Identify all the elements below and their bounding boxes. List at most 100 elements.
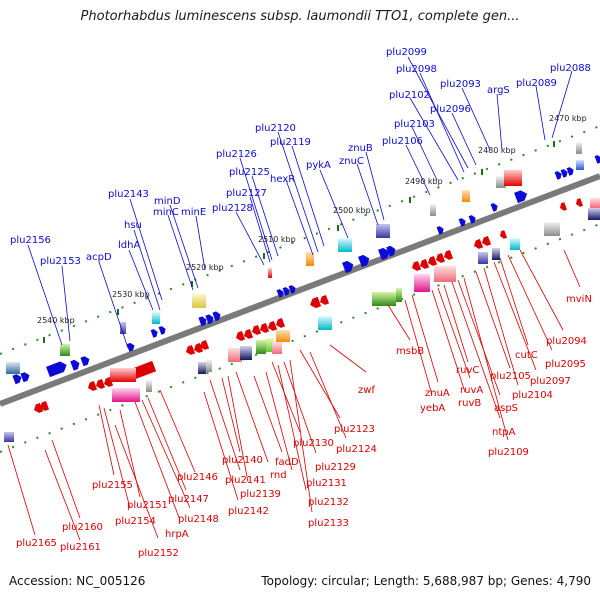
gene-label[interactable]: plu2106 — [382, 136, 431, 196]
forward-gene-arrow[interactable] — [212, 310, 222, 322]
feature-block[interactable] — [266, 338, 274, 352]
feature-block[interactable] — [228, 348, 242, 362]
gene-label[interactable]: yebA — [404, 299, 445, 414]
feature-block[interactable] — [120, 322, 126, 334]
forward-gene-arrow[interactable] — [46, 360, 69, 378]
gene-label[interactable]: plu2128 — [212, 203, 265, 266]
forward-gene-arrow[interactable] — [158, 325, 167, 335]
gene-label[interactable]: plu2088 — [550, 63, 591, 139]
gene-label[interactable]: plu2141 — [209, 379, 266, 486]
feature-block[interactable] — [414, 274, 430, 292]
forward-gene-arrow[interactable] — [70, 358, 81, 371]
feature-block[interactable] — [6, 362, 20, 374]
gene-label[interactable]: hrpA — [134, 401, 189, 540]
reverse-gene-arrow[interactable] — [472, 238, 484, 250]
forward-gene-arrow[interactable] — [342, 259, 355, 274]
forward-gene-arrow[interactable] — [282, 286, 291, 296]
reverse-gene-arrow[interactable] — [434, 252, 446, 264]
gene-label[interactable]: rnd — [235, 371, 287, 481]
feature-block[interactable] — [576, 160, 584, 170]
gene-label[interactable]: plu2098 — [396, 64, 465, 173]
gene-label[interactable]: plu2131 — [265, 371, 347, 489]
gene-label[interactable]: plu2148 — [141, 399, 219, 525]
gene-label[interactable]: plu2099 — [386, 47, 469, 169]
reverse-gene-arrow[interactable] — [258, 322, 270, 334]
gene-label[interactable]: plu2130 — [271, 361, 334, 449]
feature-block[interactable] — [504, 170, 522, 186]
forward-gene-arrow[interactable] — [205, 313, 215, 325]
gene-label[interactable]: ruvB — [431, 289, 481, 409]
forward-gene-arrow[interactable] — [276, 288, 285, 298]
gene-label[interactable]: aspS — [457, 279, 518, 414]
feature-block[interactable] — [146, 380, 152, 392]
forward-gene-arrow[interactable] — [386, 244, 397, 257]
gene-label[interactable]: pykA — [306, 160, 349, 239]
feature-block[interactable] — [192, 294, 206, 308]
reverse-gene-arrow[interactable] — [266, 320, 278, 332]
feature-block[interactable] — [338, 238, 352, 252]
forward-gene-arrow[interactable] — [126, 342, 136, 352]
gene-label[interactable]: plu2132 — [277, 364, 349, 508]
feature-block[interactable] — [306, 252, 314, 266]
reverse-gene-arrow[interactable] — [575, 198, 584, 208]
feature-block[interactable] — [268, 268, 272, 278]
gene-label[interactable]: hsu — [124, 220, 161, 311]
reverse-gene-arrow[interactable] — [234, 330, 246, 342]
gene-label[interactable]: zwf — [329, 344, 375, 396]
reverse-gene-arrow[interactable] — [38, 400, 50, 412]
gene-label[interactable]: ntpA — [451, 281, 516, 438]
gene-label[interactable]: acpD — [86, 252, 129, 349]
reverse-gene-arrow[interactable] — [198, 339, 210, 351]
forward-gene-arrow[interactable] — [490, 202, 499, 212]
gene-label[interactable]: plu2095 — [507, 254, 586, 370]
feature-block[interactable] — [4, 432, 14, 442]
gene-label[interactable]: plu2153 — [40, 256, 81, 342]
gene-label[interactable]: plu2160 — [51, 439, 103, 533]
feature-block[interactable] — [492, 248, 500, 260]
gene-label[interactable]: plu2140 — [221, 377, 263, 466]
forward-gene-arrow[interactable] — [468, 214, 477, 224]
forward-gene-arrow[interactable] — [358, 253, 371, 268]
gene-label[interactable]: plu2125 — [229, 167, 279, 257]
gene-label[interactable]: znuA — [411, 294, 450, 399]
feature-block[interactable] — [110, 368, 136, 382]
forward-gene-arrow[interactable] — [288, 284, 297, 294]
gene-label[interactable]: plu2127 — [226, 188, 271, 263]
forward-gene-arrow[interactable] — [20, 371, 31, 383]
reverse-gene-arrow[interactable] — [308, 296, 322, 310]
gene-label[interactable]: plu2155 — [92, 404, 133, 491]
gene-label[interactable]: argS — [487, 85, 510, 151]
gene-label[interactable]: plu2133 — [289, 359, 349, 529]
gene-label[interactable]: plu2143 — [108, 189, 163, 301]
gene-label[interactable]: plu2142 — [203, 391, 269, 517]
feature-block[interactable] — [496, 176, 506, 188]
gene-label[interactable]: plu2124 — [309, 351, 377, 455]
gene-label[interactable]: minC — [153, 207, 194, 291]
feature-block[interactable] — [206, 360, 212, 372]
reverse-gene-arrow[interactable] — [418, 258, 430, 270]
gene-label[interactable]: ldhA — [118, 240, 154, 311]
gene-label[interactable]: plu2089 — [516, 78, 557, 141]
reverse-gene-arrow[interactable] — [94, 378, 106, 390]
reverse-gene-arrow[interactable] — [559, 202, 568, 212]
gene-label[interactable]: plu2139 — [227, 375, 281, 500]
feature-block[interactable] — [396, 288, 402, 302]
gene-label[interactable]: plu2097 — [493, 261, 571, 387]
gene-label[interactable]: plu2129 — [283, 361, 356, 473]
feature-block[interactable] — [272, 342, 282, 354]
reverse-gene-arrow[interactable] — [499, 230, 508, 240]
gene-label[interactable]: hexR — [270, 174, 314, 256]
gene-label[interactable]: plu2102 — [389, 90, 459, 181]
forward-gene-arrow[interactable] — [436, 225, 445, 235]
gene-label[interactable]: plu2151 — [119, 409, 168, 511]
reverse-gene-arrow[interactable] — [242, 328, 254, 340]
gene-label[interactable]: plu2105 — [475, 271, 531, 382]
feature-block[interactable] — [590, 198, 600, 208]
gene-label[interactable]: minD — [154, 196, 199, 289]
reverse-gene-arrow[interactable] — [86, 380, 98, 392]
feature-block[interactable] — [198, 362, 206, 374]
feature-block[interactable] — [576, 142, 582, 154]
forward-gene-arrow[interactable] — [150, 328, 159, 338]
gene-label[interactable]: znuC — [339, 156, 379, 226]
gene-label[interactable]: plu2093 — [440, 79, 491, 151]
